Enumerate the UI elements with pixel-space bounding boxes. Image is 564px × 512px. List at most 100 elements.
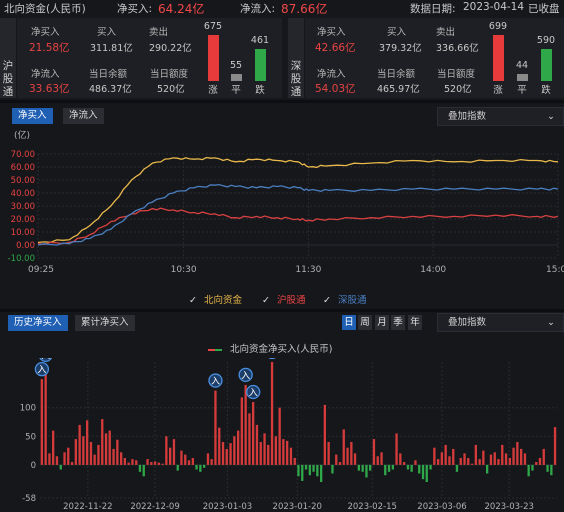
bar [342,429,345,465]
bar [210,459,213,465]
bar [421,464,425,480]
bar [335,454,338,465]
bar [414,460,417,465]
sh-label: 沪股通 [0,18,16,98]
bar [437,459,440,465]
sz-sell-label: 卖出 [436,27,456,38]
sz-net-inflow-value: 54.03亿 [315,83,356,95]
bar [486,464,489,474]
bar [406,464,410,470]
history-overlay-dropdown[interactable]: 叠加指数 ⌄ [437,313,564,332]
sh-up-label: 涨 [208,85,218,96]
date-label: 数据日期: [410,3,456,15]
period-quarter-button[interactable]: 季 [391,315,405,330]
bar [308,464,311,476]
tab-cumulative-net-buy[interactable]: 累计净买入 [75,315,135,331]
bar [48,453,51,465]
date-value: 2023-04-14 [463,1,525,13]
bar [463,453,466,465]
intraday-chart: (亿) 70.00 60.00 50.00 40.00 30.00 20.00 10.00 0.… [8,129,564,275]
summary-header: 北向资金(人民币) 净买入: 64.24亿 净流入: 87.66亿 数据日期: … [0,0,564,16]
sz-label: 深股通 [288,18,304,98]
bar [191,458,194,465]
bar [218,427,221,465]
sz-sell-value: 336.66亿 [436,43,479,54]
sh-name-char: 沪 [2,60,14,72]
y-tick-label: 100 [20,404,36,414]
bar [448,456,451,465]
net-buy-marker-icon [39,358,53,363]
sh-name-char: 通 [2,86,14,98]
y-tick-label: 40.00 [11,189,35,199]
tab-history-net-buy[interactable]: 历史净买入 [8,315,68,331]
y-tick-label: 50.00 [11,176,35,186]
x-tick-label: 2023-02-15 [347,502,396,512]
bar [523,453,527,465]
bar [387,464,391,472]
check-icon: ✓ [323,295,331,306]
net-buy-marker-label: 入 [268,358,277,359]
overlay-index-dropdown[interactable]: 叠加指数 ⌄ [437,107,564,126]
bar [131,459,134,465]
bar [199,464,202,472]
sh-connect-panel: 净买入 21.58亿 买入 311.81亿 卖出 290.22亿 净流入 33.… [17,18,282,98]
bar [112,448,115,465]
net-buy-marker-label: 入 [37,365,46,376]
sz-up-label: 涨 [493,85,503,96]
bar [470,463,474,465]
bar [225,448,228,465]
legend-sh[interactable]: ✓ 沪股通 [261,292,306,306]
bar [248,413,251,465]
net-buy-marker-label: 入 [211,376,220,387]
bar [553,427,557,465]
period-year-button[interactable]: 年 [408,315,422,330]
chevron-down-icon: ⌄ [547,111,555,122]
bar [410,464,413,472]
period-month-button[interactable]: 月 [375,315,389,330]
bar [86,420,89,465]
bar [286,440,289,465]
bar [184,454,187,465]
y-tick-label: -10.00 [8,254,35,264]
bar [157,462,160,465]
sh-up-count: 675 [203,21,223,32]
bar [353,453,357,465]
tab-net-inflow[interactable]: 净流入 [63,108,104,124]
bar [70,462,74,465]
sz-connect-panel: 净买入 42.66亿 买入 379.32亿 卖出 336.66亿 净流入 54.… [305,18,564,98]
legend-north-label: 北向资金 [204,295,243,306]
tab-net-buy[interactable]: 净买入 [12,108,53,124]
bar [444,444,447,465]
chevron-down-icon: ⌄ [547,317,555,328]
sz-down-count: 590 [536,35,556,46]
bar [361,464,364,472]
bar [252,402,255,465]
bar [376,456,379,465]
bar [493,452,496,465]
bar [512,447,515,465]
period-day-button[interactable]: 日 [342,315,356,330]
bar [180,450,183,465]
bar [116,439,119,465]
bar [187,460,191,465]
bar [384,464,387,476]
bar [312,464,315,472]
legend-sz[interactable]: ✓ 深股通 [322,292,367,306]
bar [195,464,198,470]
legend-north[interactable]: ✓ 北向资金 [188,292,242,306]
bar [123,458,126,465]
sh-down-bar [255,49,266,81]
bar [482,450,485,465]
x-tick-label: 2022-11-22 [63,502,112,512]
bar [320,464,323,482]
y-tick-label: 0.00 [16,241,35,251]
bar [274,436,277,465]
period-week-button[interactable]: 周 [358,315,372,330]
sz-net-buy-label: 净买入 [317,27,346,38]
bar [350,442,353,465]
bar [138,464,142,472]
bar [44,364,47,465]
bar [365,464,368,478]
x-tick-label: 11:30 [295,265,321,275]
section-divider [0,100,564,103]
